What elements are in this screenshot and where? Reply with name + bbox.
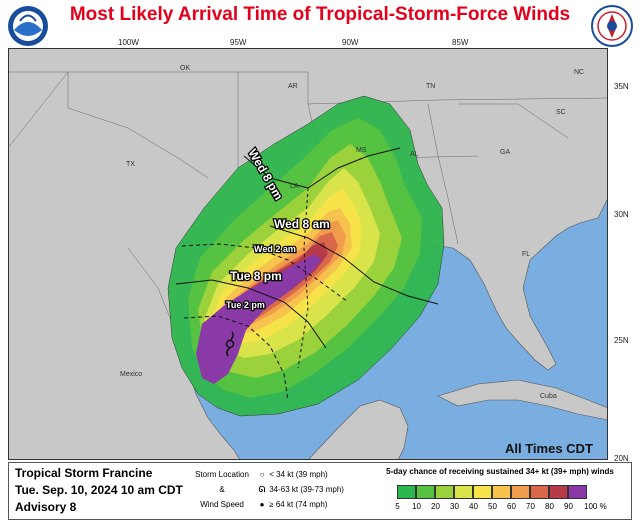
hurricane-icon: ● bbox=[259, 500, 265, 509]
prob-label-3: 30 bbox=[450, 502, 459, 511]
storm-time: Tue. Sep. 10, 2024 10 am CDT bbox=[15, 483, 183, 497]
contour-tue-2pm bbox=[183, 315, 289, 401]
prob-swatch-2 bbox=[435, 485, 454, 499]
prob-swatch-5 bbox=[492, 485, 511, 499]
probability-title: 5-day chance of receiving sustained 34+ … bbox=[386, 467, 614, 476]
storm-advisory: Advisory 8 bbox=[15, 500, 77, 514]
prob-swatch-0 bbox=[397, 485, 416, 499]
state-label-sc: SC bbox=[556, 109, 566, 116]
contour-wed-8pm bbox=[243, 147, 401, 189]
arrival-contours bbox=[175, 147, 439, 401]
map-title: Most Likely Arrival Time of Tropical-Sto… bbox=[69, 4, 571, 25]
prob-label-9: 90 bbox=[564, 502, 573, 511]
wind-speed-key: ○ < 34 kt (39 mph) ᘏ 34-63 kt (39-73 mph… bbox=[257, 467, 377, 512]
prob-swatch-4 bbox=[473, 485, 492, 499]
arrival-label-tue-2pm: Tue 2 pm bbox=[226, 300, 265, 310]
state-label-nc: NC bbox=[574, 69, 584, 76]
prob-label-10: 100 % bbox=[584, 502, 607, 511]
key-row-hurricane: ● ≥ 64 kt (74 mph) bbox=[257, 497, 377, 512]
land-yucatan bbox=[307, 399, 409, 460]
region-label-cuba: Cuba bbox=[540, 393, 557, 400]
lon-label-100w: 100W bbox=[118, 38, 139, 47]
state-label-ga: GA bbox=[500, 149, 510, 156]
arrival-label-wed-8am: Wed 8 am bbox=[274, 217, 330, 231]
contour-wed-8am bbox=[269, 225, 439, 305]
prob-label-5: 50 bbox=[488, 502, 497, 511]
land-cuba bbox=[437, 379, 608, 421]
dashed-track bbox=[297, 187, 309, 369]
arrival-label-wed-2am: Wed 2 am bbox=[254, 244, 296, 254]
location-key-title: Storm Location & Wind Speed bbox=[195, 470, 249, 509]
prob-label-4: 40 bbox=[469, 502, 478, 511]
forecast-map: Wed 8 pm Wed 8 am Wed 2 am Tue 8 pm Tue … bbox=[8, 48, 608, 460]
lon-label-85w: 85W bbox=[452, 38, 469, 47]
lon-label-90w: 90W bbox=[342, 38, 359, 47]
region-label-mexico: Mexico bbox=[120, 371, 142, 378]
storm-location-icon bbox=[225, 331, 235, 357]
prob-label-7: 70 bbox=[526, 502, 535, 511]
noaa-logo-icon bbox=[8, 6, 48, 46]
lat-label-25n: 25N bbox=[614, 336, 629, 345]
state-label-la: LA bbox=[290, 183, 299, 190]
open-circle-icon: ○ bbox=[259, 470, 265, 479]
key-row-ts: ᘏ 34-63 kt (39-73 mph) bbox=[257, 482, 377, 497]
lat-label-20n: 20N bbox=[614, 454, 629, 463]
prob-label-2: 20 bbox=[431, 502, 440, 511]
state-label-fl: FL bbox=[522, 251, 530, 258]
prob-swatch-3 bbox=[454, 485, 473, 499]
prob-label-6: 60 bbox=[507, 502, 516, 511]
all-times-note: All Times CDT bbox=[505, 441, 593, 456]
state-label-ms: MS bbox=[356, 147, 367, 154]
lon-label-95w: 95W bbox=[230, 38, 247, 47]
probability-labels: 5 10 20 30 40 50 60 70 80 90 100 % bbox=[388, 502, 614, 511]
contour-tue-8pm bbox=[175, 279, 327, 349]
state-label-al: AL bbox=[410, 151, 419, 158]
prob-label-1: 10 bbox=[412, 502, 421, 511]
prob-swatch-1 bbox=[416, 485, 435, 499]
arrival-label-tue-8pm: Tue 8 pm bbox=[230, 269, 282, 283]
state-label-tx: TX bbox=[126, 161, 135, 168]
prob-label-8: 80 bbox=[545, 502, 554, 511]
key-row-weak: ○ < 34 kt (39 mph) bbox=[257, 467, 377, 482]
lat-label-30n: 30N bbox=[614, 210, 629, 219]
tropical-storm-icon: ᘏ bbox=[258, 485, 266, 494]
prob-swatch-9 bbox=[568, 485, 587, 499]
prob-label-0: 5 bbox=[395, 502, 400, 511]
contour-wed-2am bbox=[181, 243, 349, 303]
prob-swatch-8 bbox=[549, 485, 568, 499]
state-label-ok: OK bbox=[180, 65, 190, 72]
probability-color-bar bbox=[397, 485, 587, 499]
nws-logo-icon bbox=[591, 5, 633, 47]
legend-box: Tropical Storm Francine Tue. Sep. 10, 20… bbox=[8, 462, 632, 520]
prob-swatch-7 bbox=[530, 485, 549, 499]
state-label-tn: TN bbox=[426, 83, 435, 90]
state-label-ar: AR bbox=[288, 83, 298, 90]
lat-label-35n: 35N bbox=[614, 82, 629, 91]
storm-name: Tropical Storm Francine bbox=[15, 466, 153, 480]
prob-swatch-6 bbox=[511, 485, 530, 499]
